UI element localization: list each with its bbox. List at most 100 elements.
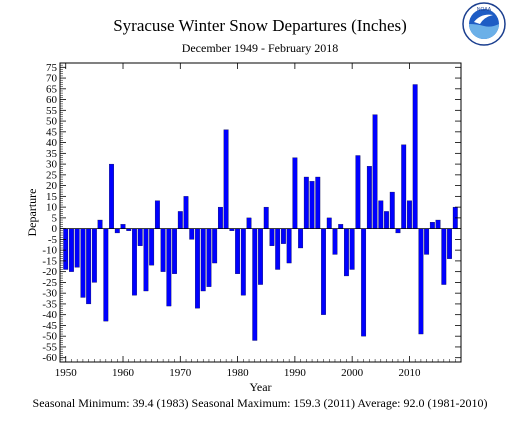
bar-1995: [321, 228, 326, 315]
bar-2017: [447, 228, 452, 259]
bar-1978: [223, 129, 229, 229]
y-tick-label: 10: [46, 202, 58, 214]
y-tick-label: 55: [46, 105, 58, 117]
bar-1968: [166, 228, 172, 307]
y-tick-label: -35: [42, 298, 57, 310]
bar-1966: [154, 200, 160, 229]
bar-1973: [195, 228, 200, 309]
bar-1954: [86, 228, 92, 305]
y-tick-label: 0: [52, 223, 58, 235]
bar-1952: [74, 228, 80, 268]
bar-1958: [109, 163, 114, 229]
chart-title: Syracuse Winter Snow Departures (Inches): [113, 16, 407, 35]
bar-2016: [441, 228, 447, 285]
bar-2006: [384, 211, 389, 229]
bar-1993: [309, 181, 315, 229]
bar-1965: [149, 228, 155, 266]
bar-2000: [349, 228, 355, 270]
bar-1956: [97, 219, 103, 229]
x-tick-label: 1970: [169, 367, 192, 379]
x-tick-label: 2000: [341, 367, 364, 379]
x-tick-label: 2010: [398, 367, 421, 379]
bars-group: [63, 84, 458, 341]
bar-1985: [263, 206, 269, 229]
bar-1960: [120, 224, 126, 229]
bar-2003: [366, 166, 372, 229]
bar-2010: [407, 200, 412, 229]
bar-2015: [435, 219, 441, 229]
y-tick-label: -55: [42, 341, 57, 353]
bar-1967: [160, 228, 166, 272]
y-tick-label: 65: [46, 83, 58, 95]
x-tick-label: 1960: [112, 367, 135, 379]
noaa-logo-icon: NOAA: [462, 2, 506, 46]
bar-1991: [298, 228, 304, 249]
y-axis-label: Departure: [25, 189, 39, 237]
bar-2005: [378, 200, 384, 229]
y-tick-label: -25: [42, 277, 57, 289]
chart-subtitle: December 1949 - February 2018: [181, 41, 339, 55]
bar-1963: [137, 228, 143, 246]
bar-1950: [63, 228, 69, 270]
x-axis-label: Year: [249, 380, 271, 394]
bar-2001: [355, 155, 361, 229]
bar-1953: [80, 228, 86, 298]
y-tick-label: 35: [46, 148, 58, 160]
bar-1990: [292, 157, 298, 229]
bar-1977: [217, 206, 223, 229]
y-tick-label: -10: [42, 245, 57, 257]
bar-1974: [200, 228, 206, 292]
bar-1976: [212, 228, 218, 264]
y-tick-label: -15: [42, 255, 57, 267]
bar-2012: [418, 228, 424, 335]
y-tick-label: -5: [48, 234, 58, 246]
bar-1975: [206, 228, 212, 287]
bar-1998: [338, 224, 344, 229]
y-tick-label: 30: [46, 159, 58, 171]
y-tick-label: 5: [52, 212, 58, 224]
bar-1964: [143, 228, 149, 292]
y-tick-label: -30: [42, 288, 57, 300]
bar-1988: [280, 228, 286, 244]
bar-1981: [240, 228, 246, 296]
bar-2014: [429, 222, 435, 229]
y-tick-label: 40: [46, 137, 58, 149]
bar-1980: [235, 228, 241, 274]
bar-1983: [252, 228, 258, 341]
bar-1962: [132, 228, 137, 296]
bar-1994: [315, 176, 321, 229]
y-tick-label: -50: [42, 331, 57, 343]
bar-2007: [389, 191, 395, 229]
bar-2013: [424, 228, 430, 255]
bar-2002: [361, 228, 367, 337]
bar-1972: [189, 228, 195, 240]
y-tick-label: 15: [46, 191, 58, 203]
y-tick-label: 70: [46, 73, 58, 85]
x-tick-label: 1950: [55, 367, 78, 379]
y-tick-label: -20: [42, 266, 57, 278]
y-tick-label: 45: [46, 126, 58, 138]
axes-group: -60-55-50-45-40-35-30-25-20-15-10-505101…: [42, 62, 462, 379]
bar-1984: [258, 228, 263, 285]
bar-1982: [246, 217, 252, 229]
y-tick-label: -60: [42, 352, 57, 364]
y-tick-label: -45: [42, 320, 57, 332]
bar-2004: [372, 114, 378, 229]
bar-1957: [103, 228, 109, 322]
bar-2008: [395, 228, 401, 234]
bar-1959: [114, 228, 120, 234]
y-tick-label: -40: [42, 309, 57, 321]
x-tick-label: 1990: [284, 367, 307, 379]
logo-text: NOAA: [477, 7, 492, 13]
bar-1986: [269, 228, 275, 246]
plot-frame: [59, 62, 462, 363]
bar-1955: [91, 228, 97, 283]
y-tick-label: 20: [46, 180, 58, 192]
x-tick-label: 1980: [227, 367, 250, 379]
y-tick-label: 75: [46, 62, 58, 74]
bar-1971: [183, 196, 189, 229]
y-tick-label: 50: [46, 116, 58, 128]
bar-1970: [177, 211, 183, 229]
bar-1989: [286, 228, 292, 264]
